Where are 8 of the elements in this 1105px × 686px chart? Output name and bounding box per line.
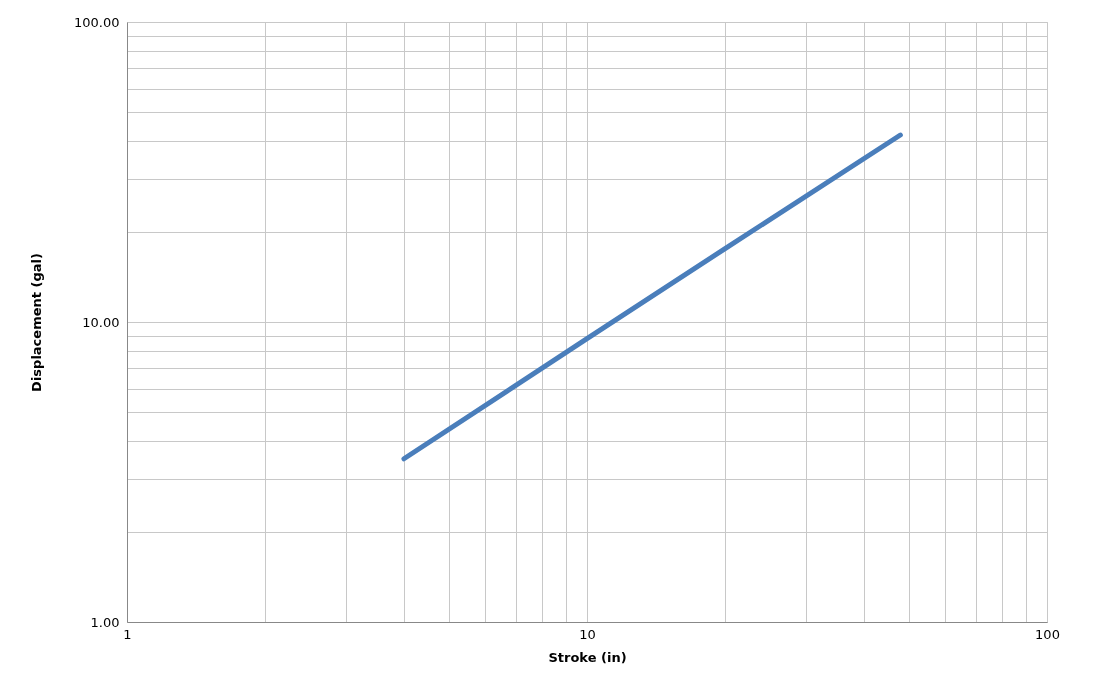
x-axis-title: Stroke (in) (548, 649, 627, 665)
y-tick-label: 100.00 (74, 14, 120, 30)
x-tick-label: 10 (579, 626, 596, 642)
x-tick-label: 100 (1035, 626, 1060, 642)
y-axis-title: Displacement (gal) (29, 253, 45, 392)
x-tick-label: 1 (123, 626, 132, 642)
y-tick-label: 10.00 (82, 314, 120, 330)
y-tick-label: 1.00 (90, 614, 120, 630)
